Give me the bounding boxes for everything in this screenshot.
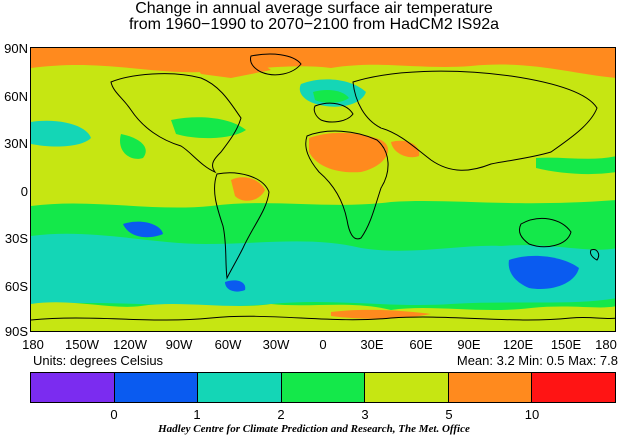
south-america-coastline — [214, 172, 270, 280]
north-america-green-region — [171, 117, 246, 139]
lon-label-90e: 90E — [457, 337, 481, 352]
new-zealand-coastline — [590, 249, 600, 261]
stats-label: Mean: 3.2 Min: 0.5 Max: 7.8 — [456, 353, 618, 368]
lon-label-90w: 90W — [165, 337, 193, 352]
lon-label-180e: 180 — [595, 337, 617, 352]
lat-label-90s: 90S — [4, 324, 28, 339]
coastlines — [31, 53, 615, 321]
antarctic-warming-region — [331, 309, 431, 319]
lon-label-150w: 150W — [65, 337, 99, 352]
europe-coastline — [313, 102, 354, 123]
map-title-line-1: Change in annual average surface air tem… — [135, 0, 493, 17]
drake-passage-minimum-region — [225, 280, 246, 292]
lat-label-60n: 60N — [4, 89, 28, 104]
color-scale-label-2: 2 — [277, 407, 285, 422]
lon-label-60w: 60W — [214, 337, 242, 352]
lon-label-30w: 30W — [262, 337, 290, 352]
greenland-coastline — [250, 53, 302, 76]
sahara-warming-region — [309, 132, 389, 173]
color-scale-label-10: 10 — [524, 407, 540, 422]
units-label: Units: degrees Celsius — [33, 353, 164, 368]
amazon-warming-region — [231, 177, 265, 201]
footer-credit: Hadley Centre for Climate Prediction and… — [158, 423, 470, 435]
lat-label-90n: 90N — [4, 41, 28, 56]
lat-label-0: 0 — [20, 184, 28, 199]
color-scale-segment — [365, 373, 449, 402]
color-scale-segment — [448, 373, 533, 402]
color-scale-segment — [198, 373, 282, 402]
map-title-line-2: from 1960−1990 to 2070−2100 from HadCM2 … — [128, 16, 500, 33]
color-scale-label-3: 3 — [361, 407, 369, 422]
color-scale-segment — [532, 373, 616, 402]
lon-label-180w: 180 — [22, 337, 44, 352]
africa-coastline — [305, 130, 389, 240]
pacific-green-region — [120, 134, 146, 159]
lat-label-30n: 30N — [4, 136, 28, 151]
lat-label-30s: 30S — [4, 231, 28, 246]
australia-coastline — [518, 217, 572, 248]
lon-label-120w: 120W — [113, 337, 147, 352]
lon-label-60e: 60E — [409, 337, 433, 352]
color-scale-label-1: 1 — [193, 407, 201, 422]
north-pacific-cool-region — [31, 120, 91, 147]
color-scale-label-5: 5 — [445, 407, 453, 422]
antarctic-band — [31, 302, 615, 331]
color-scale-bar — [30, 372, 616, 403]
antarctica-coastline — [31, 315, 615, 321]
temperature-change-map — [30, 47, 616, 332]
lon-label-150e: 150E — [550, 337, 582, 352]
lon-label-120e: 120E — [502, 337, 534, 352]
lon-label-0: 0 — [319, 337, 327, 352]
southern-indian-ocean-minimum-region — [508, 255, 579, 290]
lat-label-60s: 60S — [4, 279, 28, 294]
west-pacific-green-region — [536, 156, 615, 175]
south-pacific-minimum-region — [123, 221, 163, 238]
southern-ocean-cool-band — [31, 233, 615, 306]
arctic-warming-region — [31, 48, 615, 78]
north-atlantic-core-region — [313, 90, 349, 103]
color-scale-segment — [281, 373, 366, 402]
north-america-coastline — [110, 73, 242, 174]
lon-label-30e: 30E — [360, 337, 384, 352]
map-canvas — [31, 48, 615, 331]
eurasia-coastline — [352, 70, 598, 171]
color-scale-segment — [31, 373, 115, 402]
color-scale-label-0: 0 — [110, 407, 118, 422]
color-scale-segment — [114, 373, 199, 402]
